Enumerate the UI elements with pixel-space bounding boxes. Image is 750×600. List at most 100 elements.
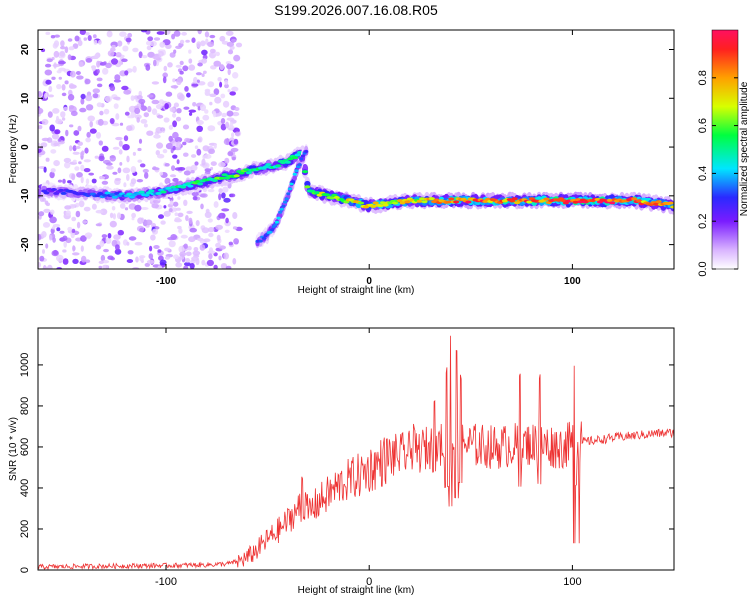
spectrogram-noise-blob [109,220,117,228]
spectrogram-noise-blob [59,230,65,234]
spectrogram-noise-blob [91,178,97,184]
colorbar-tick-label: 0.2 [697,214,709,229]
spectrogram-noise-blob [67,226,73,232]
spectrogram-noise-blob [197,136,203,143]
spectrogram-noise-blob [144,172,149,179]
spectrogram-noise-blob [172,131,179,139]
spectrogram-noise-blob [111,206,116,211]
spectrogram-ridge-segment [97,192,104,195]
spectrogram-noise-blob [175,116,182,122]
spectrogram-ridge-segment [560,199,567,203]
spectrogram-noise-blob [76,75,84,80]
spectrogram-noise-blob [209,101,213,106]
spectrogram-noise-blob [127,250,134,255]
spectrogram-ridge-segment [265,163,272,167]
spectrogram-noise-blob [228,241,233,246]
spectrogram-noise-blob [111,44,116,48]
spectrogram-noise-blob [190,170,195,174]
spectrogram-ridge-segment [670,205,674,209]
spectrogram-noise-blob [38,125,43,130]
spectrogram-noise-blob [72,252,80,256]
spectrogram-noise-blob [130,178,137,185]
spectrogram-noise-blob [106,165,114,170]
spectrogram-noise-blob [38,91,42,98]
spectrogram-noise-blob [141,55,148,59]
spectrogram-noise-blob [220,263,228,269]
spectrogram-noise-blob [49,234,53,241]
spectrogram-noise-blob [202,114,210,121]
spectrogram-noise-blob [87,35,92,41]
spectrogram-noise-blob [219,81,223,88]
spectrogram-noise-blob [121,58,128,63]
spectrogram-noise-blob [184,86,189,92]
spectrogram-noise-blob [132,151,136,156]
spectrogram-noise-blob [224,83,229,89]
spectrogram-noise-blob [83,168,91,173]
spectrogram-noise-blob [204,88,211,93]
spectrogram-noise-blob [56,254,64,262]
spectrogram-noise-blob [143,123,148,128]
spectrogram-noise-blob [221,208,230,212]
spectrogram-noise-blob [123,135,129,142]
spectrogram-noise-blob [99,240,105,247]
spectrogram-noise-blob [172,201,179,207]
spectrogram-noise-blob [98,265,103,269]
spectrogram-noise-blob [155,126,164,134]
spectrogram-noise-blob [151,81,160,85]
colorbar: 0.0 0.2 0.4 0.6 0.8 Normalized spectral ampl… [697,29,750,277]
spectrogram-noise-blob [70,110,78,117]
spectrogram-noise-blob [88,172,94,176]
spectrogram-noise-blob [124,207,129,211]
spectrogram-noise-blob [83,159,91,163]
spectrogram-ridge-segment [300,154,306,158]
spectrogram-noise-blob [122,167,131,174]
spectrogram-noise-blob [177,196,181,200]
spectrogram-noise-blob [67,54,72,61]
spectrogram-noise-blob [139,227,144,233]
spectrogram-noise-blob [79,30,87,35]
spectrogram-noise-blob [146,40,152,46]
spectrogram-noise-blob [60,111,66,118]
spectrogram-noise-blob [196,41,202,48]
spectrogram-noise-blob [158,50,164,57]
spectrogram-noise-blob [93,39,98,45]
spectrogram-noise-blob [65,129,69,137]
spectrogram-noise-blob [230,38,237,43]
spectrogram-noise-blob [52,63,61,68]
spectrogram-noise-blob [223,252,230,260]
spectrogram-ridge-segment [299,157,304,161]
spectrogram-noise-blob [156,142,164,149]
spectrogram-noise-blob [163,205,167,209]
spectrogram-noise-blob [111,122,120,127]
spectrogram-noise-blob [92,93,99,99]
spectrogram-noise-blob [183,152,189,157]
spectrogram-noise-blob [201,227,210,234]
spectrogram-noise-blob [124,70,129,76]
spectrogram-noise-blob [162,72,168,78]
spectrogram-noise-blob [163,210,171,217]
snr-background [38,328,674,570]
spectrogram-noise-blob [47,264,53,269]
spectrogram-noise-blob [95,132,102,139]
spectrogram-noise-blob [128,236,137,241]
colorbar-tick-label: 0.8 [697,70,709,85]
spectrogram-noise-blob [50,35,56,39]
spectrogram-noise-blob [44,69,53,76]
spectrogram-noise-blob [145,219,153,226]
snr-y-tick-label: 1000 [19,353,31,377]
spectrogram-noise-blob [68,83,75,89]
spectrogram-noise-blob [155,150,160,156]
spectrogram-ridge-segment [102,193,109,197]
spectrogram-noise-blob [193,76,198,84]
spectrogram-noise-blob [221,192,226,199]
spectrogram-ridge-segment [291,180,296,184]
spectrogram-noise-blob [78,61,84,68]
spectrogram-noise-blob [103,108,110,115]
spectrogram-noise-blob [165,91,173,97]
spectrogram-noise-blob [38,142,41,147]
spectrogram-noise-blob [75,146,81,149]
spectrogram-noise-blob [215,51,220,57]
spectrogram-noise-blob [175,64,182,68]
spectrogram-noise-blob [203,238,211,243]
